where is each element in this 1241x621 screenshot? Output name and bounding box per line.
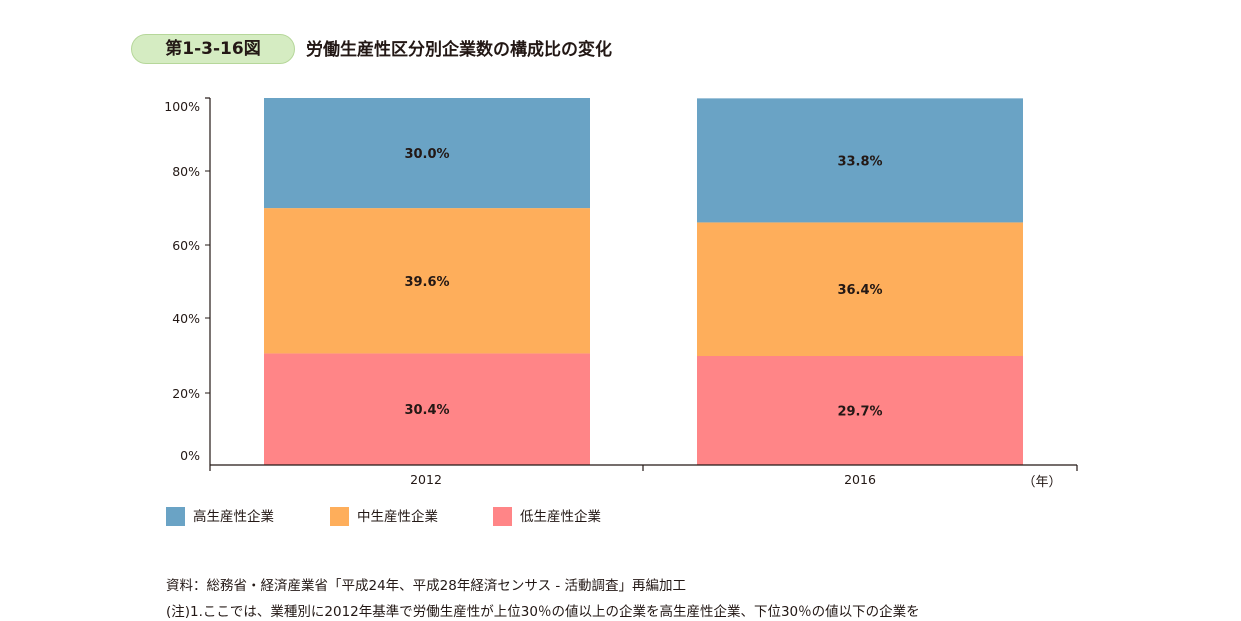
data-label-2012-series-2: 30.0% <box>404 147 449 162</box>
footnote-1: (注)1.ここでは、業種別に2012年基準で労働生産性が上位30％の値以上の企業… <box>166 604 920 620</box>
data-label-2016-series-1: 36.4% <box>837 283 882 298</box>
legend-swatch-mid <box>330 507 349 526</box>
y-tick-label-2: 40% <box>172 311 200 326</box>
data-label-2016-series-2: 33.8% <box>837 154 882 169</box>
bar-2012-series-2 <box>264 98 590 209</box>
data-label-2016-series-0: 29.7% <box>837 405 882 420</box>
legend-swatch-low <box>493 507 512 526</box>
bar-2012-series-0 <box>264 353 590 465</box>
x-category-label-2016: 2016 <box>844 472 876 487</box>
bar-2016-series-2 <box>697 98 1023 223</box>
bar-2016-series-1 <box>697 222 1023 357</box>
x-category-label-2012: 2012 <box>410 472 442 487</box>
legend-item-high: 高生産性企業 <box>166 507 274 527</box>
legend-label-high: 高生産性企業 <box>193 509 274 525</box>
legend-label-low: 低生産性企業 <box>520 509 601 525</box>
bar-2016-series-0 <box>697 356 1023 465</box>
x-axis-unit-label: （年） <box>1022 475 1061 490</box>
y-tick-label-1: 20% <box>172 386 200 401</box>
y-tick-label-3: 60% <box>172 238 200 253</box>
legend-label-mid: 中生産性企業 <box>357 509 438 525</box>
chart-title: 労働生産性区分別企業数の構成比の変化 <box>306 40 612 60</box>
data-label-2012-series-0: 30.4% <box>404 403 449 418</box>
y-tick-label-4: 80% <box>172 164 200 179</box>
source-note: 資料：総務省・経済産業省「平成24年、平成28年経済センサス - 活動調査」再編… <box>166 578 687 594</box>
data-label-2012-series-1: 39.6% <box>404 275 449 290</box>
legend-item-low: 低生産性企業 <box>493 507 601 527</box>
bar-2012-series-1 <box>264 208 590 354</box>
figure-number-badge: 第1-3-16図 <box>131 34 295 64</box>
y-tick-label-0: 0% <box>180 448 200 463</box>
legend-swatch-high <box>166 507 185 526</box>
legend-item-mid: 中生産性企業 <box>330 507 438 527</box>
y-tick-label-5: 100% <box>164 99 200 114</box>
